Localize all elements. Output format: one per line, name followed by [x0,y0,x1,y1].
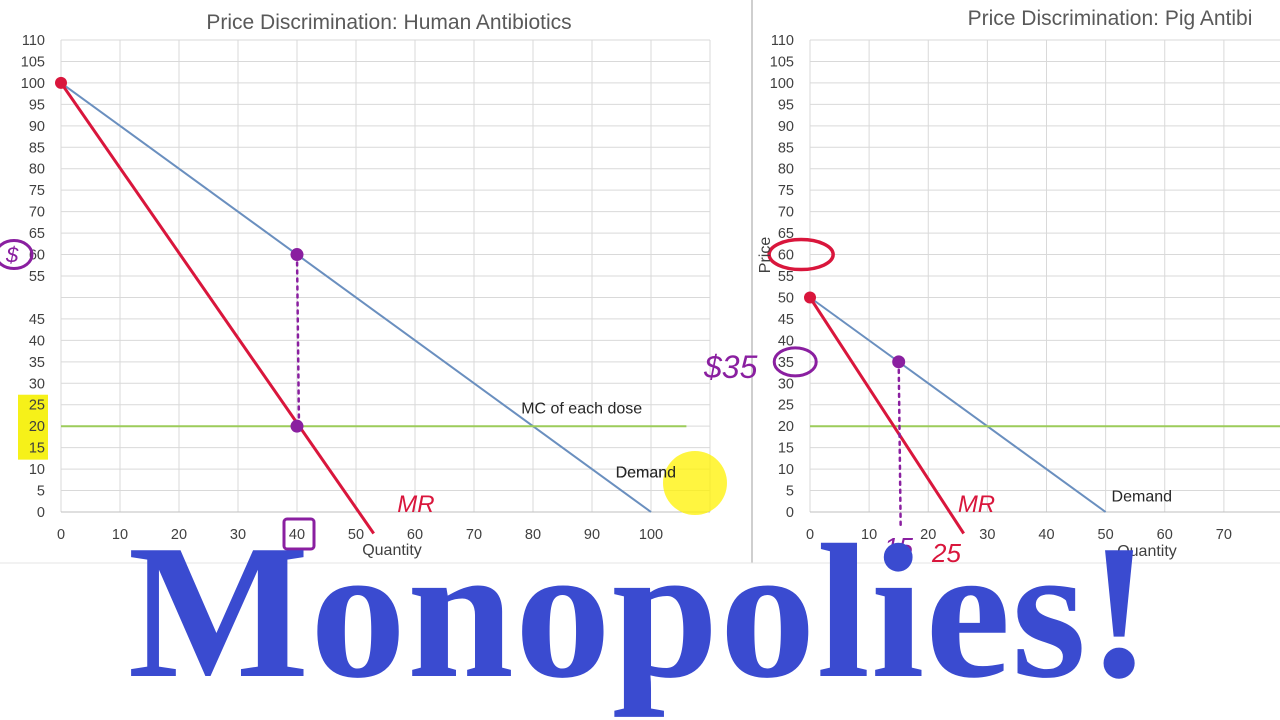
mr-label: MR [958,491,995,518]
chart-panel-1: 0510152025303540455560657075808590951001… [0,11,727,559]
data-point [290,419,304,433]
x-tick-label: 30 [979,527,995,543]
y-tick-label: 65 [778,226,794,242]
x-tick-label: 10 [112,527,128,543]
x-tick-label: 90 [584,527,600,543]
y-tick-label: 110 [22,33,45,49]
data-point [804,291,816,304]
y-tick-label: 85 [778,140,794,156]
y-tick-label: 75 [29,183,45,199]
y-tick-label: 5 [786,484,794,500]
series-label: Demand [1112,488,1172,505]
y-tick-label: 100 [770,76,794,92]
y-tick-label: 20 [778,419,794,435]
chart-title: Price Discrimination: Pig Antibi [968,7,1253,30]
x-tick-label: 70 [466,527,482,543]
y-tick-label: 90 [778,119,794,135]
x-tick-label: 50 [348,527,364,543]
x-tick-label: 20 [920,527,936,543]
series-line-mr [808,296,965,535]
boxed-tick-marker [282,517,316,551]
x-tick-label: 40 [1038,527,1054,543]
mr-label: MR [397,491,434,518]
y-tick-label: 55 [29,269,45,285]
series-line-mr [59,82,375,535]
dotted-drop-line [897,360,902,531]
y-tick-label: 60 [778,248,794,264]
x-tick-label: 60 [1157,527,1173,543]
x-tick-label: 50 [1098,527,1114,543]
data-point [55,76,67,89]
y-tick-label: 40 [778,333,794,349]
chart-title: Price Discrimination: Human Antibiotics [206,11,571,34]
y-tick-label: 70 [29,205,45,221]
handwritten-qty-25: 25 [931,538,961,568]
series-label: Demand [616,465,676,482]
y-tick-label: 30 [29,376,45,392]
x-tick-label: 0 [806,527,814,543]
y-tick-label: 80 [29,162,45,178]
y-tick-label-highlighted: 15 [29,441,45,457]
x-axis-label: Quantity [362,542,422,559]
series-line-demand [60,82,652,513]
series-label: MC of each dose [521,400,642,417]
y-tick-label: 70 [778,205,794,221]
y-tick-label: 35 [29,355,45,371]
y-tick-label: 75 [778,183,794,199]
y-tick-label: 5 [37,484,45,500]
series-line-demand [809,296,1107,513]
circled-price-60 [767,237,835,272]
x-tick-label: 40 [289,527,305,543]
y-tick-label: 80 [778,162,794,178]
x-tick-label: 10 [861,527,877,543]
y-tick-label: 45 [29,312,45,328]
circled-price-marker [0,239,34,271]
x-axis-label: Quantity [1117,543,1177,560]
y-tick-label: 95 [29,97,45,113]
x-tick-label: 0 [57,527,65,543]
data-point [290,248,304,262]
y-tick-label: 90 [29,119,45,135]
tick-highlight [18,394,48,460]
y-tick-label: 10 [778,462,794,478]
y-tick-label: 30 [778,376,794,392]
y-tick-label: 25 [778,398,794,414]
y-tick-label: 40 [29,333,45,349]
handwritten-qty-15: 15 [884,532,913,562]
y-tick-label: 85 [29,140,45,156]
data-point [892,355,906,369]
y-tick-label: 50 [778,290,794,306]
y-tick-label: 55 [778,269,794,285]
y-tick-label-highlighted: 25 [29,398,45,414]
y-tick-label: 100 [21,76,45,92]
x-tick-label: 80 [525,527,541,543]
series-label-demand: Demand [616,465,676,482]
y-tick-label: 105 [21,54,45,70]
big-title: Monopolies! [127,505,1153,718]
cursor-highlight [663,451,727,515]
y-tick-label: 45 [778,312,794,328]
handwritten-price-35: $35 [703,349,758,385]
x-tick-label: 100 [639,527,663,543]
x-tick-label: 70 [1216,527,1232,543]
y-tick-label: 0 [786,505,794,521]
handwritten-dollar: $ [5,243,19,268]
y-tick-label: 65 [29,226,45,242]
y-tick-label: 105 [770,54,794,70]
circled-price-35 [772,346,818,378]
y-tick-label: 10 [29,462,45,478]
x-tick-label: 60 [407,527,423,543]
y-tick-label: 95 [778,97,794,113]
chart-panel-2: 0510152025303540455055606570758085909510… [703,7,1280,568]
y-tick-label: 110 [771,33,794,49]
x-tick-label: 20 [171,527,187,543]
y-axis-label: Price [757,237,774,274]
y-tick-label: 15 [778,441,794,457]
y-tick-label-highlighted: 20 [29,419,45,435]
y-tick-label: 35 [778,355,794,371]
y-tick-label: 0 [37,505,45,521]
dotted-drop-line [295,253,301,428]
x-tick-label: 30 [230,527,246,543]
